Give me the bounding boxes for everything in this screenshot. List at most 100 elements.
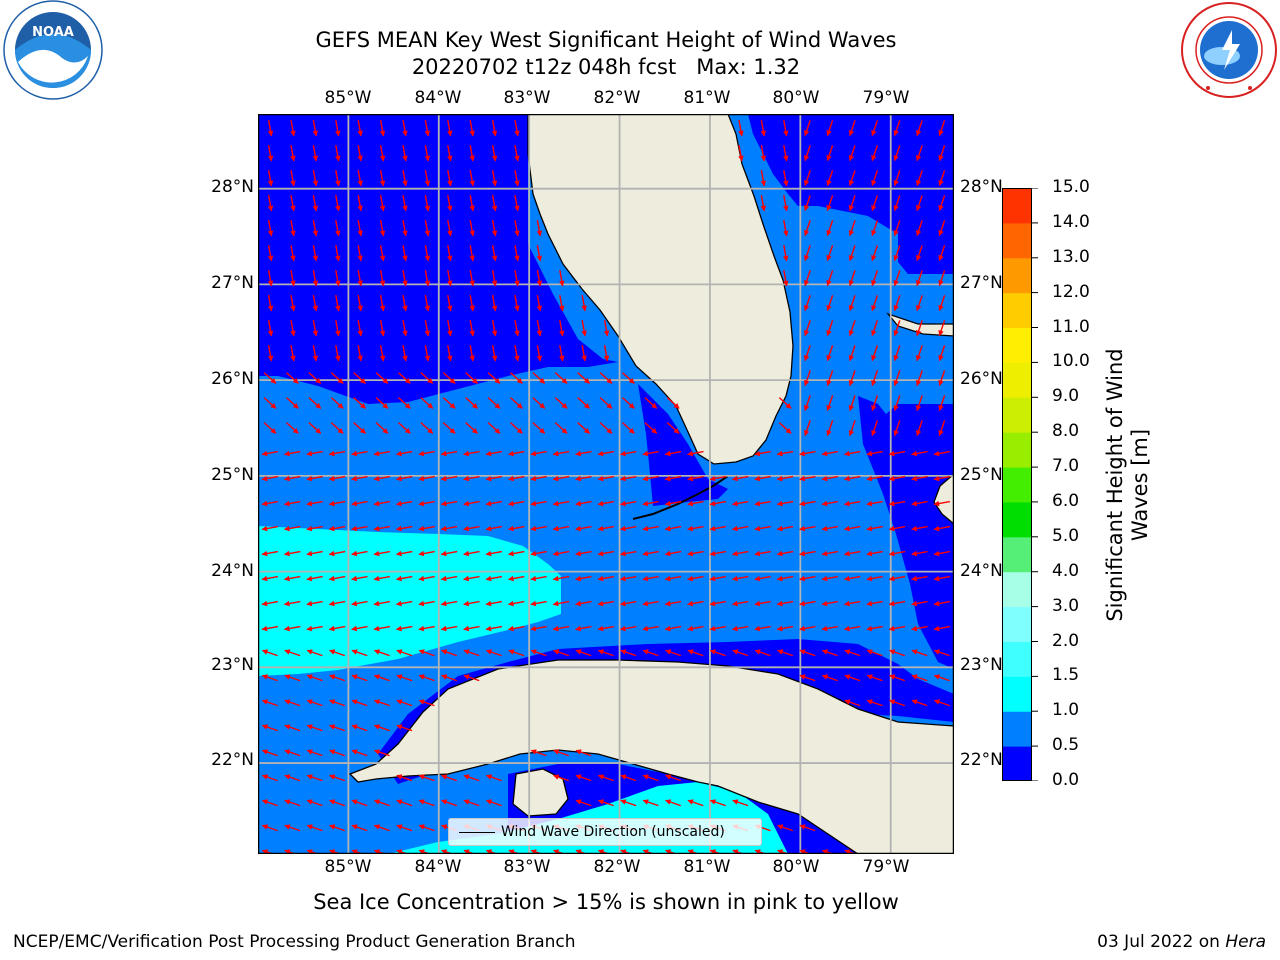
wave-arrow-248 xyxy=(398,397,411,409)
lon-tick-top-83: 83°W xyxy=(503,88,551,108)
wave-arrow-305 xyxy=(463,450,480,457)
wave-arrow-150 xyxy=(267,294,274,312)
wave-arrow-100 xyxy=(803,220,811,237)
wave-arrow-143 xyxy=(803,270,811,287)
wave-arrow-518 xyxy=(418,625,435,632)
colorbar xyxy=(1002,188,1038,781)
wave-arrow-324 xyxy=(933,450,951,457)
wave-arrow-169 xyxy=(893,295,901,312)
wave-arrow-252 xyxy=(487,397,501,409)
lat-tick-right-26: 26°N xyxy=(960,369,1003,389)
wave-arrow-125 xyxy=(893,245,901,262)
wave-arrow-454 xyxy=(373,575,391,582)
wave-arrow-61 xyxy=(871,170,879,187)
wave-arrow-14 xyxy=(782,119,789,137)
wave-arrow-62 xyxy=(893,170,901,187)
wave-arrow-384 xyxy=(888,500,906,507)
wave-arrow-457 xyxy=(440,575,458,582)
wave-arrow-599 xyxy=(866,699,883,707)
wave-arrow-645 xyxy=(575,799,592,807)
wave-arrow-40 xyxy=(871,145,879,162)
wave-arrow-108 xyxy=(290,244,296,262)
wave-arrow-387 xyxy=(261,525,279,532)
wave-arrow-316 xyxy=(754,450,771,457)
wave-arrow-554 xyxy=(530,649,547,657)
wave-arrow-356 xyxy=(261,500,279,507)
wave-arrow-361 xyxy=(373,500,391,507)
wave-arrow-165 xyxy=(803,295,811,312)
wave-arrow-509 xyxy=(911,600,928,607)
wave-arrow-628 xyxy=(553,774,570,782)
wave-arrow-103 xyxy=(871,220,879,237)
wave-arrow-279 xyxy=(487,422,501,434)
wave-arrow-197 xyxy=(312,344,319,362)
wave-arrow-273 xyxy=(353,422,366,434)
wave-arrow-170 xyxy=(915,295,923,312)
wave-arrow-478 xyxy=(911,575,928,582)
wave-arrow-2 xyxy=(312,119,319,137)
wave-arrow-267 xyxy=(915,395,923,412)
wave-arrow-626 xyxy=(463,774,480,782)
wave-arrow-75 xyxy=(491,194,498,212)
wave-arrow-581 xyxy=(441,674,458,682)
wave-arrow-166 xyxy=(826,295,834,312)
wave-arrow-204 xyxy=(469,344,475,362)
wave-arrow-442 xyxy=(799,550,816,557)
wave-arrow-564 xyxy=(754,649,771,657)
wave-arrow-102 xyxy=(848,220,856,237)
wave-arrow-1 xyxy=(290,119,296,137)
wave-arrow-543 xyxy=(284,649,301,657)
wave-arrow-676 xyxy=(777,824,794,832)
wave-arrow-168 xyxy=(871,295,879,312)
sea-ice-note: Sea Ice Concentration > 15% is shown in … xyxy=(313,890,899,914)
colorbar-swatch-10 xyxy=(1002,397,1032,433)
wave-arrow-298 xyxy=(306,450,323,457)
wave-arrow-374 xyxy=(664,500,682,507)
wave-arrow-397 xyxy=(485,525,503,532)
wave-arrow-362 xyxy=(395,500,413,507)
wave-arrow-359 xyxy=(328,500,346,507)
wave-arrow-167 xyxy=(848,295,856,312)
colorbar-swatch-0 xyxy=(1002,746,1032,781)
wave-arrow-494 xyxy=(575,600,592,607)
wave-arrow-513 xyxy=(306,625,323,632)
wave-arrow-27 xyxy=(379,144,386,162)
wave-arrow-390 xyxy=(328,525,346,532)
wave-arrow-233 xyxy=(599,372,613,384)
wave-arrow-146 xyxy=(871,270,879,287)
wave-arrow-181 xyxy=(469,319,475,337)
wave-arrow-548 xyxy=(396,649,413,657)
wave-arrow-535 xyxy=(799,625,816,632)
wave-arrow-572 xyxy=(933,649,950,657)
wave-arrow-247 xyxy=(375,397,389,409)
wave-arrow-299 xyxy=(328,450,346,457)
colorbar-swatch-15 xyxy=(1002,222,1032,259)
wave-arrow-191 xyxy=(871,320,879,337)
colorbar-tick-1: 0.5 xyxy=(1052,735,1080,756)
wave-arrow-567 xyxy=(821,649,838,657)
wave-arrow-159 xyxy=(469,294,475,312)
lat-tick-right-22: 22°N xyxy=(960,750,1003,770)
wave-arrow-533 xyxy=(754,625,771,632)
wave-arrow-417 xyxy=(933,525,951,532)
wave-arrow-180 xyxy=(446,319,453,337)
wave-arrow-281 xyxy=(532,422,546,434)
wave-arrow-595 xyxy=(373,699,390,707)
wave-arrow-42 xyxy=(915,145,923,162)
chart-subtitle: 20220702 t12z 048h fcst Max: 1.32 xyxy=(411,55,801,79)
wave-arrow-266 xyxy=(893,395,901,412)
wave-arrow-619 xyxy=(261,774,278,782)
wave-arrow-468 xyxy=(687,575,704,582)
wave-arrow-25 xyxy=(334,144,341,162)
wave-arrow-238 xyxy=(871,370,879,387)
wave-arrow-11 xyxy=(514,119,520,137)
wave-arrow-517 xyxy=(395,625,413,632)
lon-tick-top-80: 80°W xyxy=(772,88,820,108)
wave-arrow-413 xyxy=(843,525,861,532)
wave-arrow-80 xyxy=(826,195,834,212)
wave-arrow-253 xyxy=(510,397,523,409)
wave-arrow-134 xyxy=(402,269,408,287)
wave-arrow-523 xyxy=(530,625,547,632)
wave-arrow-336 xyxy=(507,475,525,482)
wave-arrow-394 xyxy=(418,525,435,532)
